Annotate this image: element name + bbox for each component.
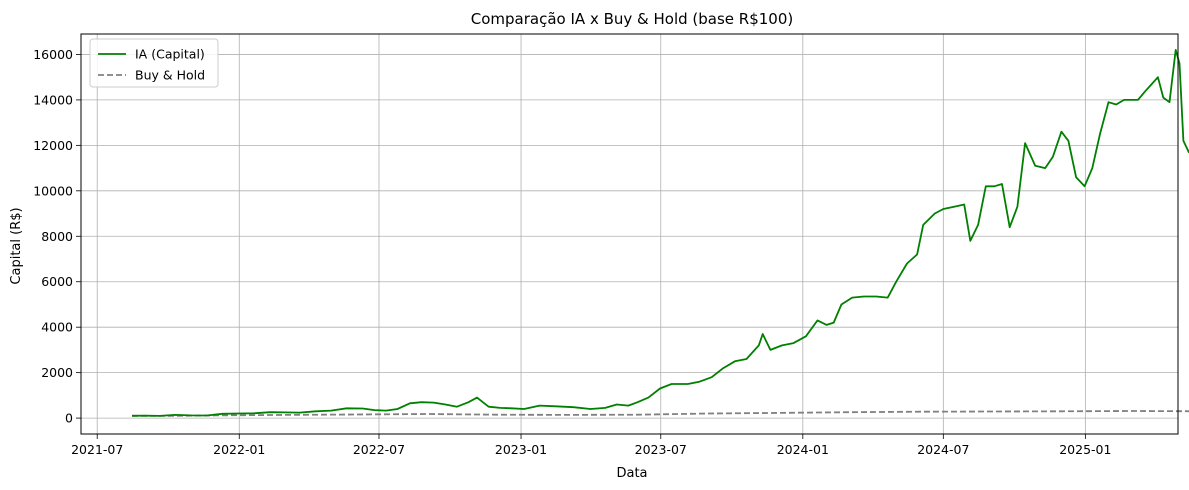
legend-entry-label: IA (Capital) — [135, 47, 205, 62]
x-axis: 2021-07 2022-01 2022-07 2023-01 2023-07 2024-… — [71, 434, 1111, 457]
series-line-buy-and-hold — [131, 410, 1189, 417]
legend-entry-label: Buy & Hold — [135, 68, 205, 83]
x-tick-label: 2025-01 — [1059, 442, 1111, 457]
x-tick-label: 2023-07 — [635, 442, 687, 457]
y-tick-label: 8000 — [41, 229, 73, 244]
series-layer — [131, 49, 1189, 417]
y-tick-label: 16000 — [33, 47, 73, 62]
x-axis-label: Data — [616, 466, 647, 481]
x-tick-label: 2023-01 — [495, 442, 547, 457]
x-tick-label: 2022-07 — [353, 442, 405, 457]
y-tick-label: 0 — [65, 411, 73, 426]
chart-title: Comparação IA x Buy & Hold (base R$100) — [471, 10, 793, 28]
grid — [81, 34, 1178, 434]
x-tick-label: 2022-01 — [213, 442, 265, 457]
y-tick-label: 6000 — [41, 274, 73, 289]
plot-frame — [80, 33, 1179, 435]
y-tick-label: 10000 — [33, 183, 73, 198]
series-line-ia-capital — [131, 49, 1189, 417]
x-tick-label: 2024-01 — [777, 442, 829, 457]
y-axis: 0 2000 4000 6000 8000 10000 12000 14000 16000 — [33, 47, 81, 426]
x-tick-label: 2024-07 — [917, 442, 969, 457]
y-tick-label: 2000 — [41, 365, 73, 380]
y-tick-label: 12000 — [33, 138, 73, 153]
y-axis-label: Capital (R$) — [9, 207, 24, 284]
legend: IA (Capital) Buy & Hold — [89, 38, 219, 88]
x-tick-label: 2021-07 — [71, 442, 123, 457]
y-tick-label: 14000 — [33, 92, 73, 107]
y-tick-label: 4000 — [41, 320, 73, 335]
